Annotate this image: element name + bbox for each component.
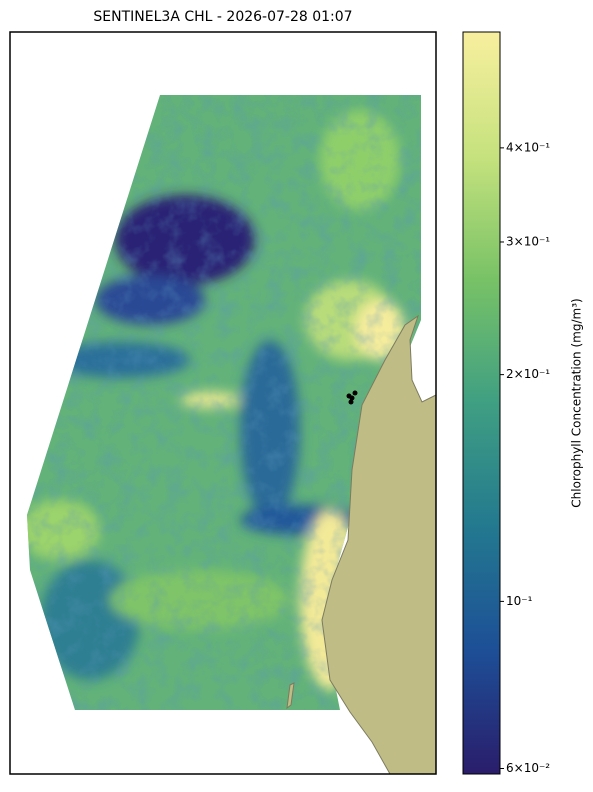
colorbar-tick-label: 3×10⁻¹ (506, 234, 550, 248)
colorbar-tick-label: 4×10⁻¹ (506, 140, 550, 154)
colorbar-tick-label: 6×10⁻² (506, 761, 550, 775)
colorbar (462, 31, 501, 775)
land (321, 314, 437, 775)
colorbar-tick-label: 10⁻¹ (506, 594, 533, 608)
map-title: SENTINEL3A CHL - 2026-07-28 01:07 (93, 9, 352, 25)
map-frame (9, 31, 437, 775)
stations (346, 390, 358, 405)
island (286, 682, 295, 710)
colorbar-label: Chlorophyll Concentration (mg/m³) (570, 298, 584, 507)
colorbar-tick-label: 2×10⁻¹ (506, 367, 550, 381)
